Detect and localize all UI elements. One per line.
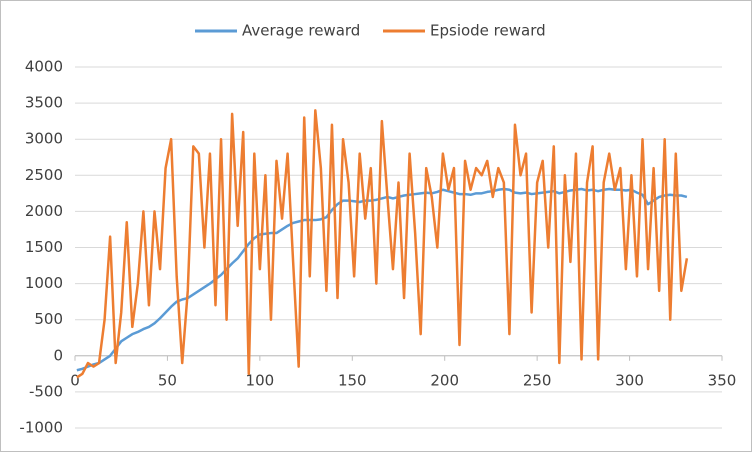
x-tick-label: 150 (338, 371, 367, 389)
y-tick-label: 4000 (25, 58, 63, 76)
y-tick-label: -1000 (19, 419, 63, 437)
y-tick-label: 2500 (25, 166, 63, 184)
y-tick-label: 0 (53, 346, 63, 364)
series-line (76, 109, 689, 379)
x-tick-label: 350 (708, 371, 737, 389)
x-tick-label: 50 (158, 371, 177, 389)
y-tick-label: 2000 (25, 202, 63, 220)
y-tick-label: 1000 (25, 274, 63, 292)
legend-label: Epsiode reward (430, 22, 546, 40)
legend-label: Average reward (242, 22, 360, 40)
y-tick-label: 1500 (25, 238, 63, 256)
y-tick-label: 3000 (25, 130, 63, 148)
y-tick-label: 3500 (25, 94, 63, 112)
y-tick-label: 500 (34, 310, 63, 328)
x-tick-label: 250 (523, 371, 552, 389)
x-tick-label: 0 (70, 371, 80, 389)
x-tick-label: 100 (246, 371, 275, 389)
x-tick-label: 200 (430, 371, 459, 389)
y-tick-label: -500 (29, 382, 63, 400)
x-tick-label: 300 (615, 371, 644, 389)
